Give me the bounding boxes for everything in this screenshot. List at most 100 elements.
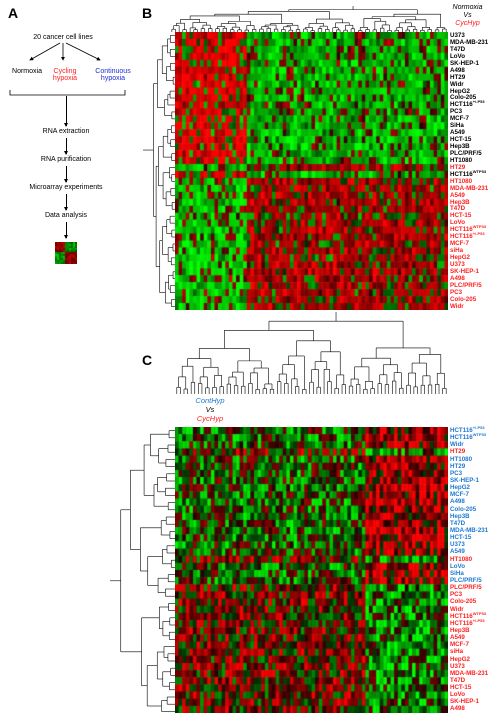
- row-label-superscript: +/-P53: [472, 99, 485, 105]
- panel-b-row-labels: U373 MDA-MB-231 T47D LoVo SK-HEP-1 A498 HT29 Wi…: [450, 32, 489, 311]
- workflow-branch-arrows: [9, 42, 126, 96]
- panel-c-row-dendrogram: [110, 430, 175, 712]
- row-label: HCT116+/-P53: [450, 424, 485, 434]
- row-label: HepG2: [450, 87, 470, 95]
- row-label: HCT-15: [450, 684, 472, 692]
- row-label: T47D: [450, 519, 466, 527]
- row-label: MCF-7: [450, 491, 469, 499]
- panel-b-letter: B: [142, 5, 153, 21]
- row-label: HepG2: [450, 484, 470, 492]
- row-label: SK-HEP-1: [450, 59, 479, 67]
- row-label: Widr: [450, 605, 464, 613]
- step-rna-extraction: RNA extraction: [42, 128, 90, 135]
- row-label: HCT-15: [450, 212, 472, 220]
- row-label: PLC/PRF/5: [450, 584, 482, 592]
- row-label: siHa: [450, 648, 464, 656]
- arrow-1: [64, 96, 68, 127]
- row-label: T47D: [450, 45, 466, 53]
- row-label: A549: [450, 548, 465, 556]
- row-label: A549: [450, 191, 465, 199]
- step-microarray: Microarray experiments: [29, 184, 103, 191]
- row-label: SiHa: [450, 569, 464, 577]
- row-label: LoVo: [450, 52, 466, 60]
- row-label: Hep3B: [450, 626, 470, 634]
- row-label: U373: [450, 541, 465, 549]
- row-label: PC3: [450, 591, 463, 599]
- row-label: SK-HEP-1: [450, 698, 479, 706]
- row-label: MDA-MB-231: [450, 184, 489, 192]
- row-label: PC3: [450, 288, 463, 296]
- row-label-superscript: +/-P53: [472, 424, 485, 430]
- row-label: Widr: [450, 441, 464, 449]
- row-label: SK-HEP-1: [450, 267, 479, 275]
- row-label: A498: [450, 705, 465, 713]
- arrow-2: [64, 138, 68, 155]
- step-data-analysis: Data analysis: [44, 212, 88, 219]
- row-label: MCF-7: [450, 240, 469, 248]
- continuous-hypoxia-label: Continuous hypoxia: [95, 68, 131, 82]
- heatmap-thumbnail: [55, 242, 77, 264]
- row-label: SK-HEP-1: [450, 476, 479, 484]
- row-label: Widr: [450, 80, 464, 88]
- row-label: PLC/PRF/5: [450, 149, 482, 157]
- row-label: MCF-7: [450, 115, 469, 123]
- row-label: HT29: [450, 163, 466, 171]
- panel-b-comparison: Normoxia Vs CycHyp: [452, 4, 483, 27]
- row-label: HCT116+/-P53: [450, 617, 485, 627]
- row-label: A498: [450, 498, 465, 506]
- row-label: HT1080: [450, 177, 473, 185]
- row-label: HT29: [450, 462, 466, 470]
- panel-c-row-labels: HCT116+/-P53 HCT116WTP53 Widr HT29 HT1080 HT2…: [450, 424, 489, 713]
- row-label-superscript: WTP53: [472, 610, 487, 616]
- arrow-5: [64, 222, 68, 239]
- panel-b-row-dendrogram: [143, 35, 175, 307]
- row-label: Hep3B: [450, 512, 470, 520]
- row-label: HCT116WTP53: [450, 168, 487, 178]
- row-label: siHa: [450, 247, 464, 255]
- row-label: Colo-205: [450, 598, 477, 606]
- row-label-superscript: WTP53: [472, 224, 487, 230]
- row-label: A549: [450, 634, 465, 642]
- row-label: HCT116+/-P53: [450, 231, 485, 241]
- cell-lines-label: 20 cancer cell lines: [33, 34, 93, 41]
- row-label: PC3: [450, 108, 463, 116]
- row-label-superscript: WTP53: [472, 168, 487, 174]
- panel-c-heatmap: [175, 427, 448, 713]
- row-label: U373: [450, 32, 465, 39]
- row-label-superscript: +/-P53: [472, 231, 485, 237]
- row-label: PLC/PRF/5: [450, 576, 482, 584]
- step-rna-purification: RNA purification: [40, 156, 92, 163]
- normoxia-label: Normoxia: [12, 68, 42, 75]
- panel-a-letter: A: [8, 5, 19, 21]
- row-label: HCT116WTP53: [450, 224, 487, 234]
- row-label-superscript: WTP53: [472, 432, 487, 438]
- panel-c-column-dendrogram: [176, 312, 447, 394]
- panel-b-column-dendrogram: [171, 6, 447, 32]
- panel-c-letter: C: [142, 352, 153, 368]
- row-label: Hep3B: [450, 143, 470, 150]
- row-label: MCF-7: [450, 641, 469, 649]
- row-label: HCT-15: [450, 136, 472, 144]
- row-label: Colo-205: [450, 505, 477, 513]
- row-label: A498: [450, 274, 465, 282]
- row-label: LoVo: [450, 691, 466, 699]
- row-label: Hep3B: [450, 198, 470, 206]
- row-label: MDA-MB-231: [450, 526, 489, 534]
- cycling-hypoxia-label: Cycling hypoxia: [52, 68, 78, 82]
- row-label: Colo-205: [450, 94, 477, 102]
- row-label: PLC/PRF/5: [450, 281, 482, 289]
- row-label: HCT116+/-P53: [450, 99, 485, 109]
- arrow-4: [64, 194, 68, 211]
- row-label: LoVo: [450, 219, 466, 227]
- row-label: U373: [450, 662, 465, 670]
- row-label: HCT116WTP53: [450, 432, 487, 442]
- row-label: HT1080: [450, 555, 473, 563]
- row-label: U373: [450, 260, 465, 268]
- panel-c-comparison: ContHyp Vs CycHyp: [195, 396, 225, 423]
- row-label: SiHa: [450, 122, 464, 130]
- row-label: T47D: [450, 676, 466, 684]
- row-label: LoVo: [450, 562, 466, 570]
- row-label: MDA-MB-231: [450, 38, 489, 46]
- row-label: HepG2: [450, 655, 470, 663]
- row-label: Widr: [450, 302, 464, 310]
